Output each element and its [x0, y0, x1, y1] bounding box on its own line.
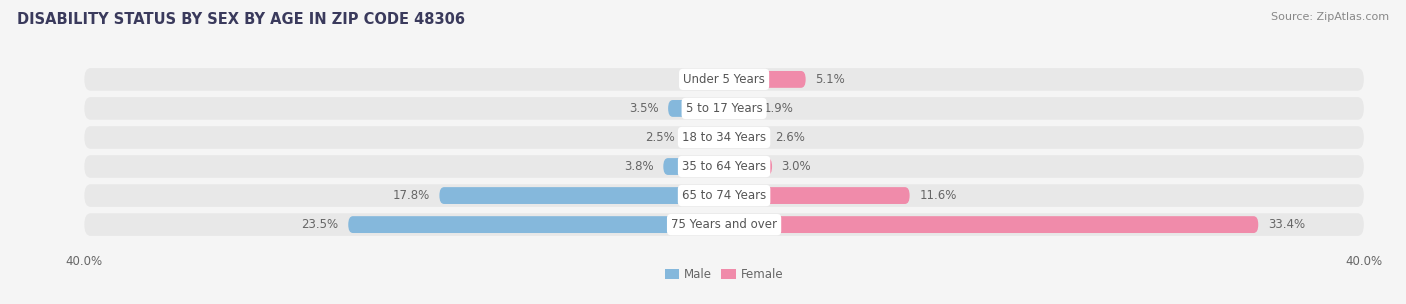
Text: 5 to 17 Years: 5 to 17 Years [686, 102, 762, 115]
Text: DISABILITY STATUS BY SEX BY AGE IN ZIP CODE 48306: DISABILITY STATUS BY SEX BY AGE IN ZIP C… [17, 12, 465, 27]
Text: 33.4%: 33.4% [1268, 218, 1305, 231]
FancyBboxPatch shape [668, 100, 724, 117]
Text: 0.0%: 0.0% [685, 73, 714, 86]
Text: 35 to 64 Years: 35 to 64 Years [682, 160, 766, 173]
FancyBboxPatch shape [84, 97, 1364, 120]
Text: 18 to 34 Years: 18 to 34 Years [682, 131, 766, 144]
FancyBboxPatch shape [84, 184, 1364, 207]
Text: 3.5%: 3.5% [628, 102, 658, 115]
Text: Under 5 Years: Under 5 Years [683, 73, 765, 86]
FancyBboxPatch shape [685, 129, 724, 146]
Text: 2.5%: 2.5% [645, 131, 675, 144]
FancyBboxPatch shape [724, 71, 806, 88]
Text: 75 Years and over: 75 Years and over [671, 218, 778, 231]
FancyBboxPatch shape [84, 68, 1364, 91]
Text: 65 to 74 Years: 65 to 74 Years [682, 189, 766, 202]
FancyBboxPatch shape [724, 129, 766, 146]
Text: 3.0%: 3.0% [782, 160, 811, 173]
FancyBboxPatch shape [349, 216, 724, 233]
FancyBboxPatch shape [84, 213, 1364, 236]
FancyBboxPatch shape [664, 158, 724, 175]
FancyBboxPatch shape [724, 216, 1258, 233]
Text: 17.8%: 17.8% [392, 189, 430, 202]
Text: 3.8%: 3.8% [624, 160, 654, 173]
Text: 11.6%: 11.6% [920, 189, 956, 202]
Legend: Male, Female: Male, Female [661, 264, 787, 286]
FancyBboxPatch shape [440, 187, 724, 204]
Text: 5.1%: 5.1% [815, 73, 845, 86]
FancyBboxPatch shape [724, 187, 910, 204]
FancyBboxPatch shape [724, 100, 755, 117]
Text: 1.9%: 1.9% [763, 102, 794, 115]
Text: Source: ZipAtlas.com: Source: ZipAtlas.com [1271, 12, 1389, 22]
FancyBboxPatch shape [84, 155, 1364, 178]
Text: 23.5%: 23.5% [301, 218, 339, 231]
FancyBboxPatch shape [84, 126, 1364, 149]
FancyBboxPatch shape [724, 158, 772, 175]
Text: 2.6%: 2.6% [775, 131, 806, 144]
